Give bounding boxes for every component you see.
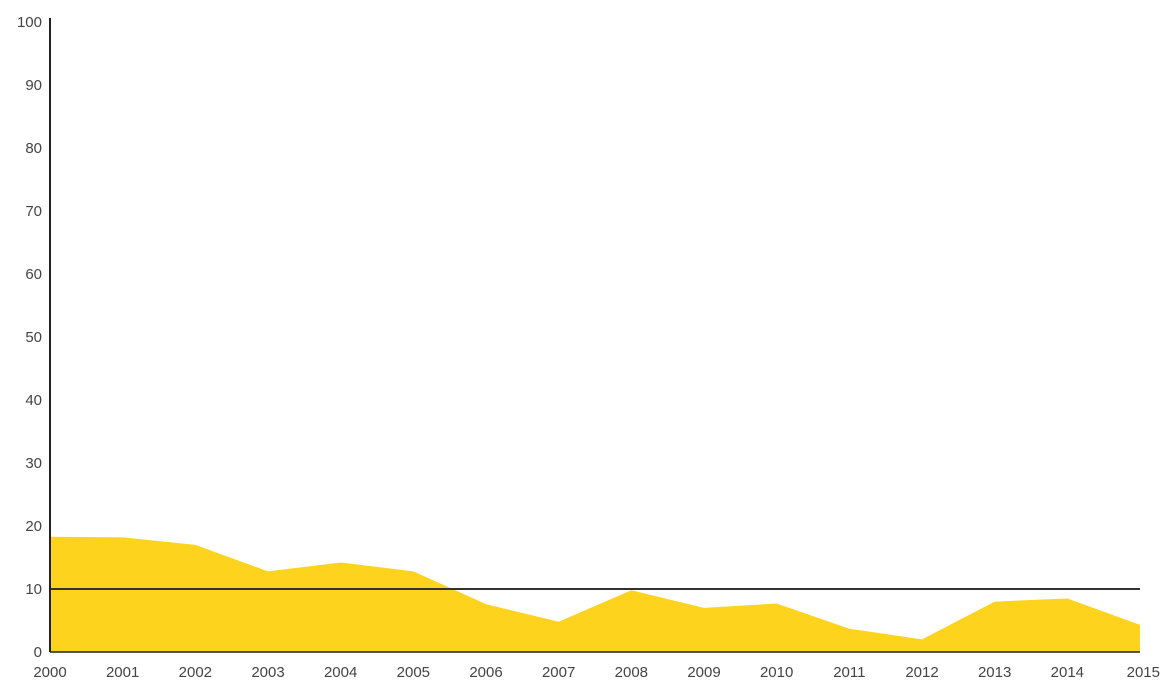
x-tick-label: 2009 xyxy=(687,664,720,681)
x-tick-label: 2000 xyxy=(33,664,66,681)
y-tick-label: 70 xyxy=(25,203,42,220)
x-tick-label: 2012 xyxy=(905,664,938,681)
y-tick-label: 40 xyxy=(25,392,42,409)
x-tick-label: 2008 xyxy=(615,664,648,681)
y-tick-label: 50 xyxy=(25,329,42,346)
y-tick-label: 10 xyxy=(25,581,42,598)
x-tick-label: 2002 xyxy=(179,664,212,681)
y-tick-label: 80 xyxy=(25,140,42,157)
x-tick-label: 2015 xyxy=(1127,664,1160,681)
x-tick-label: 2007 xyxy=(542,664,575,681)
axes xyxy=(49,18,1140,653)
x-tick-label: 2004 xyxy=(324,664,357,681)
x-tick-label: 2013 xyxy=(978,664,1011,681)
y-tick-label: 30 xyxy=(25,455,42,472)
x-tick-label: 2005 xyxy=(397,664,430,681)
x-tick-label: 2011 xyxy=(833,664,865,681)
x-tick-labels: 2000 2001 2002 2003 2004 2005 2006 2007 2008 2009… xyxy=(33,664,1160,681)
area-series xyxy=(50,536,1140,652)
x-tick-label: 2006 xyxy=(469,664,502,681)
x-tick-label: 2003 xyxy=(251,664,284,681)
x-tick-label: 2014 xyxy=(1051,664,1084,681)
x-tick-label: 2001 xyxy=(106,664,139,681)
y-tick-labels: 0 10 20 30 40 50 60 70 80 90 100 xyxy=(17,14,42,661)
y-tick-label: 90 xyxy=(25,77,42,94)
y-tick-label: 20 xyxy=(25,518,42,535)
y-tick-label: 0 xyxy=(34,644,42,661)
area-layer xyxy=(50,536,1140,652)
y-tick-label: 100 xyxy=(17,14,42,31)
x-tick-label: 2010 xyxy=(760,664,793,681)
y-tick-label: 60 xyxy=(25,266,42,283)
